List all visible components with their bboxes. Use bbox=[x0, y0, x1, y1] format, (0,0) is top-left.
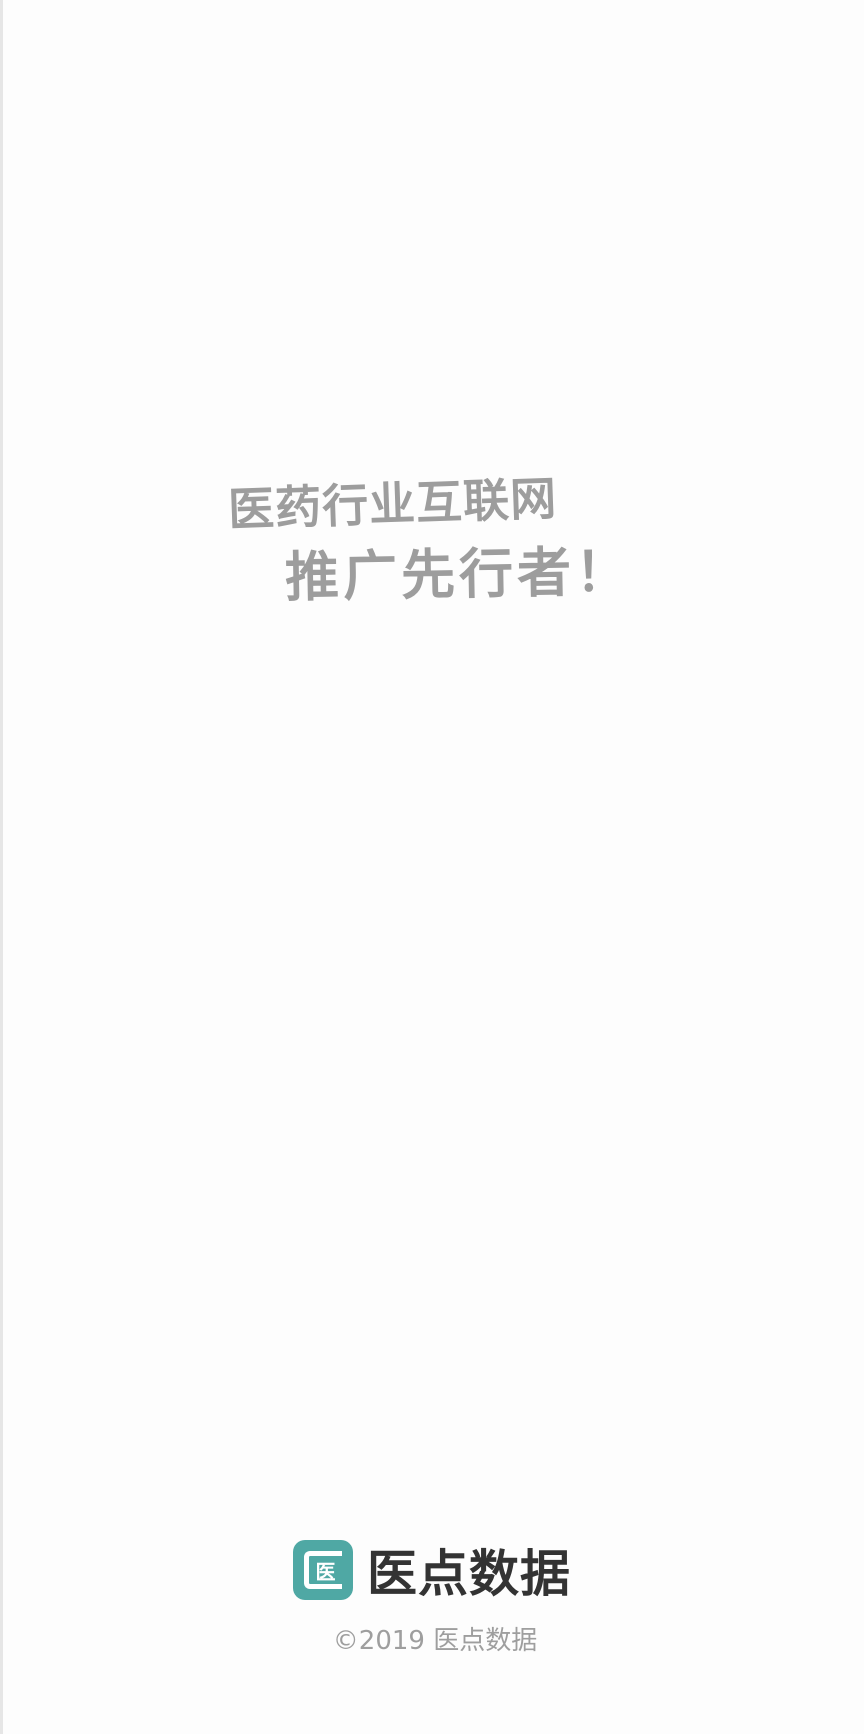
slogan-line-2: 推广先行者！ bbox=[284, 539, 634, 610]
logo-glyph: 医 bbox=[304, 1551, 342, 1589]
app-logo-icon: 医 bbox=[293, 1540, 353, 1600]
brand-name: 医点数据 bbox=[367, 1545, 571, 1603]
slogan-line-1: 医药行业互联网 bbox=[227, 471, 558, 537]
brand-lockup: 医 医点数据 bbox=[293, 1540, 571, 1603]
copyright-text: ©2019 医点数据 bbox=[332, 1626, 538, 1656]
